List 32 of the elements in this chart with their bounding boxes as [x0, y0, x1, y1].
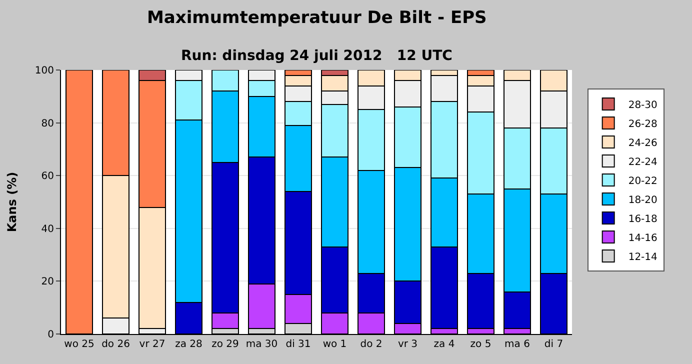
y-axis-title: Kans (%): [5, 172, 20, 232]
y-tick-label: 0: [48, 330, 54, 340]
legend-label: 14-16: [628, 232, 658, 244]
x-tick-label: do 26: [102, 339, 130, 350]
x-tick-label: vr 27: [139, 339, 166, 350]
y-tick-label: 20: [41, 276, 54, 288]
y-tick-label: 80: [41, 118, 54, 130]
x-tick-label: wo 25: [64, 339, 94, 350]
chart-subtitle: Run: dinsdag 24 juli 2012 12 UTC: [181, 48, 452, 64]
x-tick-label: di 7: [544, 339, 564, 350]
legend-label: 16-18: [628, 214, 658, 225]
legend-label: 22-24: [628, 156, 658, 168]
chart-title: Maximumtemperatuur De Bilt - EPS: [147, 8, 487, 28]
x-tick-label: za 28: [175, 339, 202, 350]
x-tick-label: wo 1: [322, 339, 347, 350]
x-tick-label: do 2: [360, 339, 382, 350]
x-tick-label: di 31: [286, 339, 311, 350]
x-tick-label: ma 6: [504, 339, 530, 350]
legend-label: 24-26: [628, 138, 658, 149]
y-tick-label: 40: [41, 224, 54, 235]
x-tick-label: ma 30: [246, 339, 278, 350]
legend-label: 18-20: [628, 194, 658, 206]
x-tick-label: vr 3: [398, 339, 418, 350]
x-tick-label: za 4: [434, 339, 455, 350]
x-tick-label: zo 29: [212, 339, 239, 350]
x-tick-label: zo 5: [470, 339, 492, 350]
legend-label: 28-30: [628, 100, 658, 111]
y-tick-label: 60: [41, 171, 54, 182]
legend-label: 26-28: [628, 118, 658, 130]
legend-label: 12-14: [628, 252, 658, 263]
y-tick-label: 100: [34, 66, 54, 76]
legend-label: 20-22: [628, 176, 658, 187]
